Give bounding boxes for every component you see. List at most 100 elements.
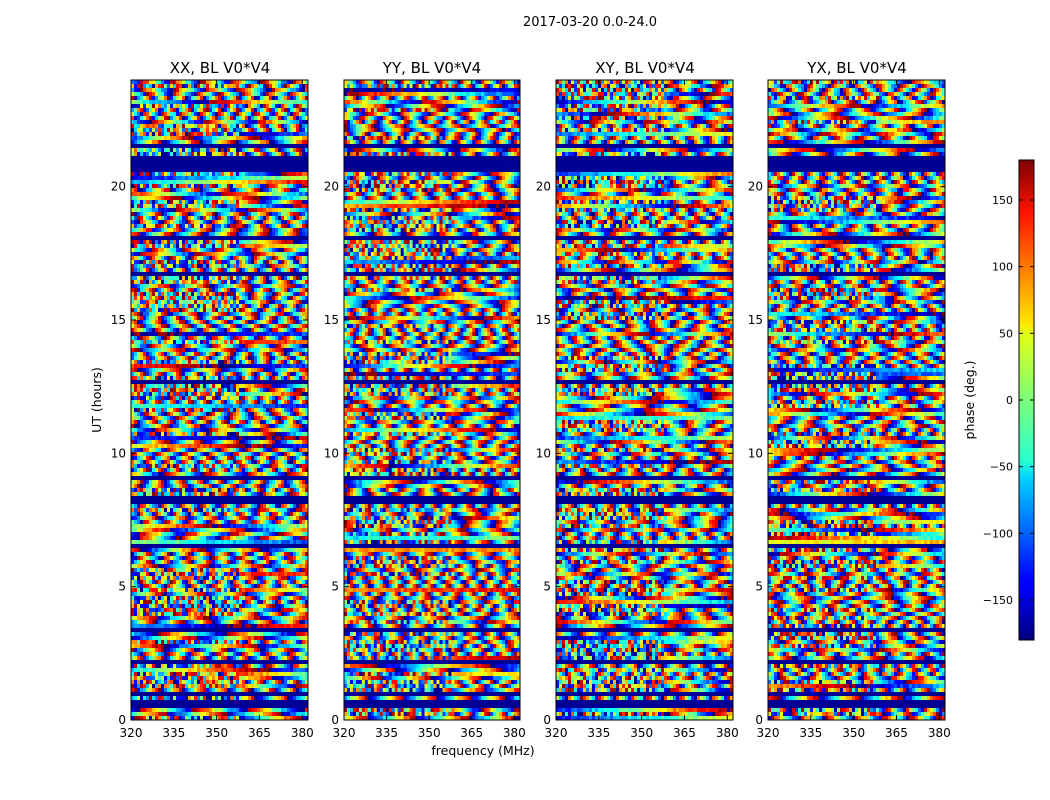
heatmap-cell bbox=[299, 116, 302, 120]
heatmap-cell bbox=[161, 80, 164, 84]
heatmap-cell bbox=[176, 132, 179, 136]
heatmap-cell bbox=[218, 100, 221, 104]
heatmap-cell bbox=[254, 128, 257, 132]
heatmap-cell bbox=[188, 80, 191, 84]
heatmap-cell bbox=[137, 116, 140, 120]
heatmap-cell bbox=[200, 100, 203, 104]
heatmap-cell bbox=[290, 96, 293, 100]
heatmap-cell bbox=[197, 128, 200, 132]
heatmap-cell bbox=[158, 96, 161, 100]
heatmap-cell bbox=[173, 124, 176, 128]
heatmap-cell bbox=[272, 112, 275, 116]
heatmap-cell bbox=[146, 100, 149, 104]
heatmap-cell bbox=[260, 112, 263, 116]
heatmap-cell bbox=[167, 112, 170, 116]
heatmap-cell bbox=[200, 120, 203, 124]
heatmap-cell bbox=[203, 128, 206, 132]
heatmap-cell bbox=[266, 124, 269, 128]
heatmap-cell bbox=[221, 108, 224, 112]
heatmap-cell bbox=[281, 88, 284, 92]
heatmap-cell bbox=[143, 96, 146, 100]
heatmap-cell bbox=[293, 88, 296, 92]
heatmap-cell bbox=[245, 96, 248, 100]
heatmap-cell bbox=[146, 80, 149, 84]
heatmap-cell bbox=[170, 100, 173, 104]
heatmap-cell bbox=[245, 80, 248, 84]
heatmap-cell bbox=[236, 132, 239, 136]
heatmap-cell bbox=[254, 144, 257, 148]
heatmap-cell bbox=[161, 124, 164, 128]
heatmap-cell bbox=[239, 136, 242, 140]
heatmap-cell bbox=[296, 92, 299, 96]
heatmap-cell bbox=[158, 128, 161, 132]
heatmap-cell bbox=[179, 92, 182, 96]
heatmap-cell bbox=[287, 84, 290, 88]
heatmap-cell bbox=[194, 132, 197, 136]
heatmap-cell bbox=[161, 112, 164, 116]
heatmap-cell bbox=[224, 84, 227, 88]
heatmap-cell bbox=[284, 132, 287, 136]
heatmap-cell bbox=[269, 116, 272, 120]
heatmap-cell bbox=[182, 124, 185, 128]
heatmap-cell bbox=[215, 100, 218, 104]
heatmap-cell bbox=[200, 132, 203, 136]
heatmap-cell bbox=[161, 144, 164, 148]
heatmap-cell bbox=[224, 100, 227, 104]
heatmap-cell bbox=[269, 104, 272, 108]
heatmap-cell bbox=[137, 88, 140, 92]
heatmap-cell bbox=[281, 140, 284, 144]
heatmap-cell bbox=[263, 116, 266, 120]
heatmap-cell bbox=[161, 92, 164, 96]
heatmap-cell bbox=[134, 80, 137, 84]
heatmap-cell bbox=[266, 108, 269, 112]
heatmap-cell bbox=[137, 92, 140, 96]
heatmap-cell bbox=[170, 140, 173, 144]
heatmap-cell bbox=[155, 120, 158, 124]
heatmap-cell bbox=[200, 116, 203, 120]
heatmap-cell bbox=[239, 100, 242, 104]
heatmap-cell bbox=[170, 116, 173, 120]
heatmap-cell bbox=[218, 112, 221, 116]
heatmap-cell bbox=[299, 104, 302, 108]
heatmap-cell bbox=[233, 88, 236, 92]
heatmap-cell bbox=[227, 96, 230, 100]
heatmap-cell bbox=[170, 124, 173, 128]
heatmap-cell bbox=[302, 108, 305, 112]
heatmap-cell bbox=[167, 140, 170, 144]
heatmap-cell bbox=[281, 136, 284, 140]
heatmap-cell bbox=[248, 116, 251, 120]
heatmap-cell bbox=[161, 96, 164, 100]
heatmap-cell bbox=[173, 100, 176, 104]
heatmap-cell bbox=[167, 92, 170, 96]
heatmap-cell bbox=[233, 100, 236, 104]
heatmap-cell bbox=[179, 80, 182, 84]
heatmap-cell bbox=[194, 144, 197, 148]
heatmap-cell bbox=[257, 108, 260, 112]
heatmap-cell bbox=[263, 100, 266, 104]
heatmap-cell bbox=[185, 80, 188, 84]
heatmap-cell bbox=[266, 100, 269, 104]
heatmap-cell bbox=[197, 80, 200, 84]
heatmap-cell bbox=[290, 104, 293, 108]
heatmap-cell bbox=[212, 96, 215, 100]
heatmap-cell bbox=[152, 116, 155, 120]
heatmap-cell bbox=[200, 92, 203, 96]
heatmap-cell bbox=[269, 108, 272, 112]
heatmap-cell bbox=[278, 92, 281, 96]
heatmap-cell bbox=[218, 140, 221, 144]
heatmap-cell bbox=[212, 84, 215, 88]
heatmap-cell bbox=[263, 112, 266, 116]
heatmap-cell bbox=[299, 96, 302, 100]
heatmap-cell bbox=[203, 84, 206, 88]
heatmap-cell bbox=[200, 88, 203, 92]
heatmap-cell bbox=[251, 104, 254, 108]
heatmap-cell bbox=[251, 96, 254, 100]
heatmap-cell bbox=[182, 84, 185, 88]
heatmap-cell bbox=[167, 108, 170, 112]
heatmap-cell bbox=[266, 80, 269, 84]
heatmap-cell bbox=[227, 132, 230, 136]
heatmap-cell bbox=[212, 112, 215, 116]
heatmap-cell bbox=[155, 140, 158, 144]
heatmap-cell bbox=[293, 144, 296, 148]
heatmap-cell bbox=[185, 92, 188, 96]
